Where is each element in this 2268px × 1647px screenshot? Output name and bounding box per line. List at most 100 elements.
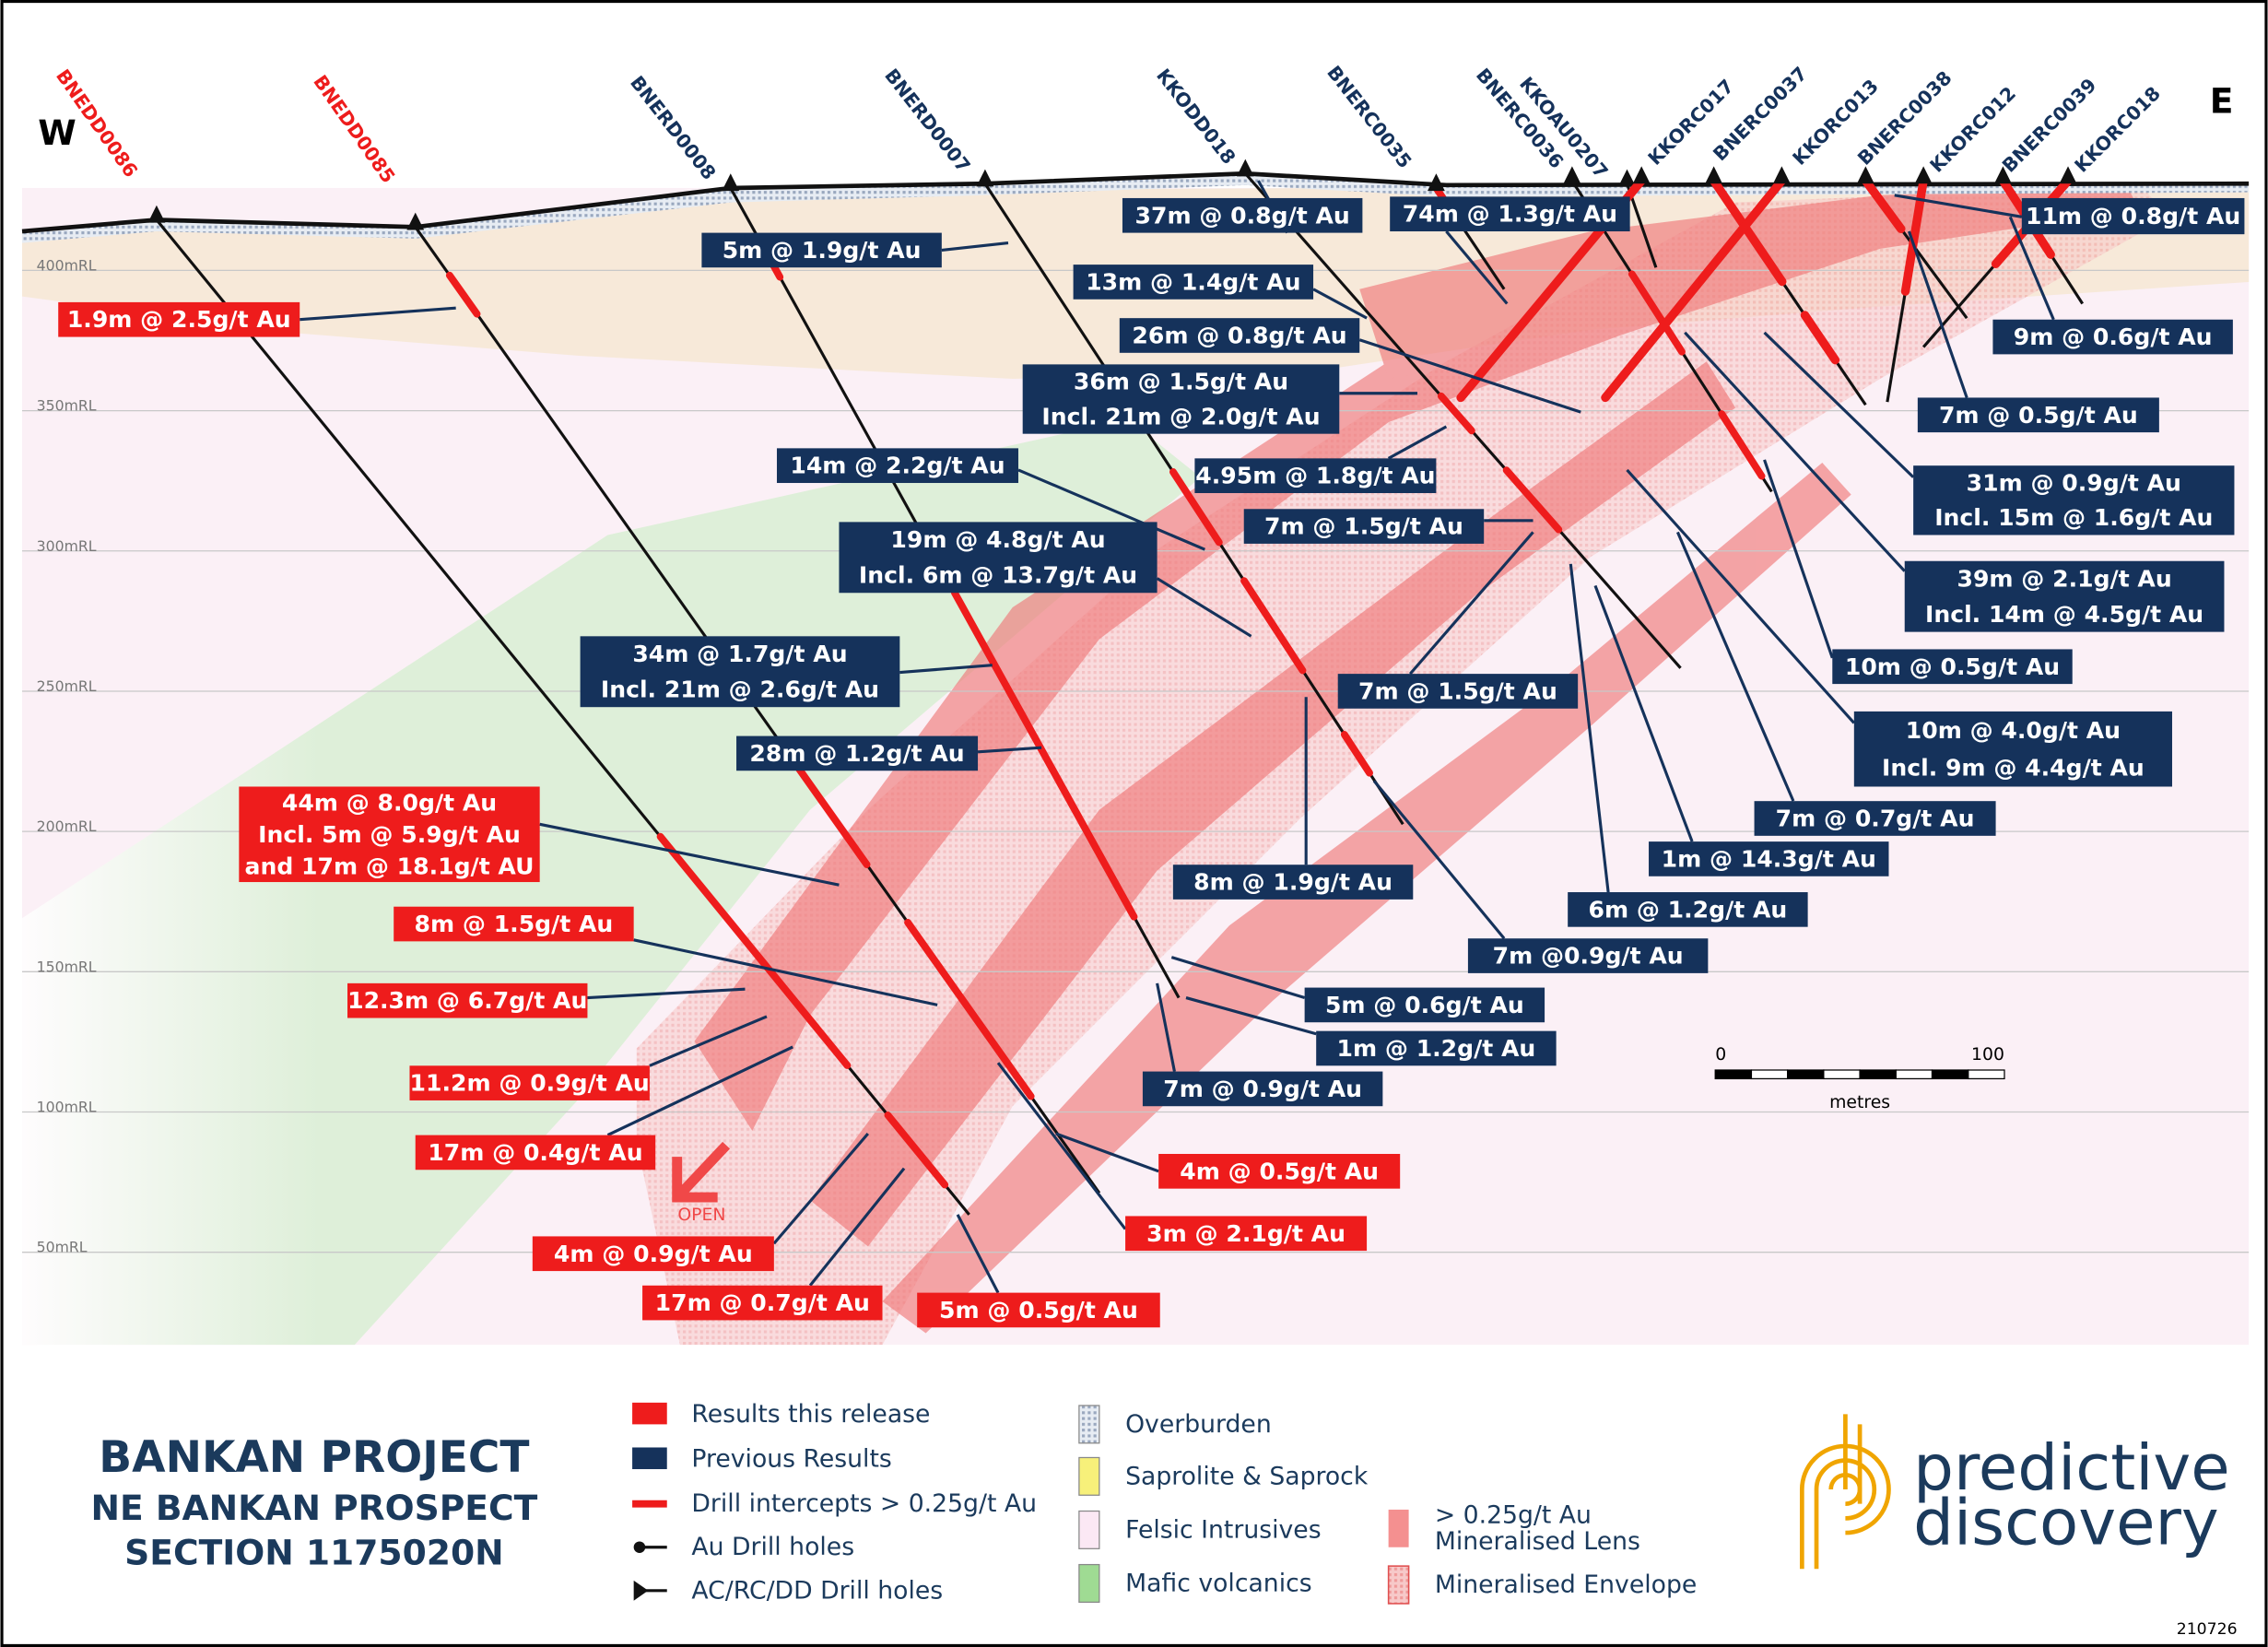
intercept-label: 1m @ 1.2g/t Au xyxy=(1316,1031,1556,1066)
scale-end: 100 xyxy=(1971,1045,2004,1065)
scale-segment xyxy=(1896,1070,1932,1078)
geology-swatch xyxy=(1079,1406,1099,1443)
label-text: 1m @ 14.3g/t Au xyxy=(1662,845,1876,872)
label-text: Incl. 9m @ 4.4g/t Au xyxy=(1882,755,2145,782)
intercept-label: 11.2m @ 0.9g/t Au xyxy=(409,1065,649,1100)
label-text: 17m @ 0.7g/t Au xyxy=(655,1289,870,1316)
intercept-label: 12.3m @ 6.7g/t Au xyxy=(347,983,587,1018)
legend-label: > 0.25g/t Au xyxy=(1435,1501,1592,1530)
intercept-label: 7m @ 0.9g/t Au xyxy=(1143,1072,1382,1107)
intercept-label: 19m @ 4.8g/t AuIncl. 6m @ 13.7g/t Au xyxy=(839,522,1157,593)
legend-label: Au Drill holes xyxy=(691,1533,854,1561)
label-text: 11.2m @ 0.9g/t Au xyxy=(410,1070,650,1097)
label-text: 11m @ 0.8g/t Au xyxy=(2026,203,2240,229)
intercept-label: 6m @ 1.2g/t Au xyxy=(1568,892,1807,927)
label-text: 8m @ 1.9g/t Au xyxy=(1193,869,1393,896)
label-text: Incl. 21m @ 2.6g/t Au xyxy=(601,676,879,702)
rl-label: 350mRL xyxy=(37,397,97,415)
logo-text: discovery xyxy=(1913,1487,2219,1560)
label-text: 34m @ 1.7g/t Au xyxy=(632,641,847,667)
rl-label: 400mRL xyxy=(37,256,97,274)
scale-segment xyxy=(1751,1070,1787,1078)
intercept-label: 26m @ 0.8g/t Au xyxy=(1120,318,1359,353)
swatch-previous xyxy=(632,1447,667,1469)
label-text: 7m @ 1.5g/t Au xyxy=(1264,513,1463,540)
intercept-label: 7m @ 1.5g/t Au xyxy=(1338,674,1578,709)
label-text: 4.95m @ 1.8g/t Au xyxy=(1195,463,1435,489)
legend-label: Drill intercepts > 0.25g/t Au xyxy=(691,1489,1037,1518)
label-text: 19m @ 4.8g/t Au xyxy=(890,526,1105,553)
label-text: 31m @ 0.9g/t Au xyxy=(1967,470,2181,497)
intercept-label: 44m @ 8.0g/t Au Incl. 5m @ 5.9g/t Au and 1… xyxy=(239,786,539,882)
intercept-label: 36m @ 1.5g/t Au Incl. 21m @ 2.0g/t Au xyxy=(1023,364,1340,433)
intercept-label: 7m @0.9g/t Au xyxy=(1468,938,1708,973)
label-text: and 17m @ 18.1g/t AU xyxy=(245,853,535,879)
legend-label: Felsic Intrusives xyxy=(1125,1515,1322,1544)
intercept-label: 10m @ 4.0g/t Au Incl. 9m @ 4.4g/t Au xyxy=(1854,712,2172,787)
rl-label: 300mRL xyxy=(37,537,97,555)
legend-label: Previous Results xyxy=(691,1445,891,1474)
intercept-label: 7m @ 1.5g/t Au xyxy=(1244,509,1484,544)
label-text: 36m @ 1.5g/t Au xyxy=(1074,369,1288,395)
section-diagram: 400mRL350mRL300mRL250mRL200mRL150mRL100m… xyxy=(0,0,2268,1647)
intercept-label: 5m @ 0.6g/t Au xyxy=(1305,988,1545,1023)
figure-id: 210726 xyxy=(2177,1620,2238,1639)
legend-label: Saprolite & Saprock xyxy=(1125,1462,1369,1490)
intercept-label: 4m @ 0.5g/t Au xyxy=(1158,1154,1400,1189)
legend-label: Results this release xyxy=(691,1400,930,1429)
label-text: 7m @ 0.9g/t Au xyxy=(1163,1076,1362,1102)
label-text: 26m @ 0.8g/t Au xyxy=(1132,322,1346,348)
label-text: Incl. 21m @ 2.0g/t Au xyxy=(1041,403,1320,429)
swatch-au-hole-dot xyxy=(634,1541,646,1553)
page: 400mRL350mRL300mRL250mRL200mRL150mRL100m… xyxy=(0,0,2268,1647)
label-text: 14m @ 2.2g/t Au xyxy=(790,453,1005,479)
mineral-swatch xyxy=(1389,1510,1409,1547)
label-text: 17m @ 0.4g/t Au xyxy=(428,1139,642,1166)
intercept-label: 1.9m @ 2.5g/t Au xyxy=(58,302,300,337)
scale-segment xyxy=(1824,1070,1860,1078)
intercept-label: 4m @ 0.9g/t Au xyxy=(533,1236,774,1271)
scale-start: 0 xyxy=(1715,1045,1726,1065)
label-text: 44m @ 8.0g/t Au xyxy=(282,789,497,816)
intercept-label: 28m @ 1.2g/t Au xyxy=(736,736,978,771)
compass-east: E xyxy=(2210,80,2234,121)
label-text: Incl. 5m @ 5.9g/t Au xyxy=(258,821,521,848)
label-text: 4m @ 0.5g/t Au xyxy=(1180,1158,1379,1184)
intercept-label: 17m @ 0.7g/t Au xyxy=(642,1286,882,1321)
label-text: 39m @ 2.1g/t Au xyxy=(1957,565,2171,592)
label-text: 13m @ 1.4g/t Au xyxy=(1086,268,1300,295)
intercept-label: 13m @ 1.4g/t Au xyxy=(1074,265,1313,300)
label-text: 1m @ 1.2g/t Au xyxy=(1337,1035,1536,1062)
open-label: OPEN xyxy=(677,1206,725,1225)
intercept-label: 1m @ 14.3g/t Au xyxy=(1649,841,1888,876)
label-text: 10m @ 0.5g/t Au xyxy=(1845,653,2060,680)
intercept-label: 37m @ 0.8g/t Au xyxy=(1122,198,1362,233)
label-text: 7m @ 0.7g/t Au xyxy=(1776,806,1975,832)
intercept-label: 8m @ 1.5g/t Au xyxy=(394,907,633,942)
intercept-label: 5m @ 0.5g/t Au xyxy=(917,1293,1160,1328)
mineral-swatch xyxy=(1389,1566,1409,1604)
label-text: 3m @ 2.1g/t Au xyxy=(1146,1220,1346,1247)
title-line: NE BANKAN PROSPECT xyxy=(91,1488,538,1528)
legend-label: AC/RC/DD Drill holes xyxy=(691,1576,943,1605)
label-text: 10m @ 4.0g/t Au xyxy=(1906,717,2121,744)
intercept-label: 17m @ 0.4g/t Au xyxy=(416,1135,655,1171)
swatch-this-release xyxy=(632,1403,667,1425)
legend-label: Mafic volcanics xyxy=(1125,1569,1312,1597)
scale-unit: metres xyxy=(1829,1093,1890,1112)
geology-swatch xyxy=(1079,1457,1099,1495)
label-text: 7m @ 1.5g/t Au xyxy=(1358,677,1557,704)
label-text: 37m @ 0.8g/t Au xyxy=(1135,202,1350,229)
intercept-label: 14m @ 2.2g/t Au xyxy=(777,448,1018,483)
label-text: 12.3m @ 6.7g/t Au xyxy=(347,987,587,1014)
scale-segment xyxy=(1968,1070,2004,1078)
label-text: 28m @ 1.2g/t Au xyxy=(749,740,964,767)
label-text: 1.9m @ 2.5g/t Au xyxy=(67,306,291,333)
compass-west: W xyxy=(38,112,76,153)
intercept-label: 74m @ 1.3g/t Au xyxy=(1390,196,1629,231)
intercept-label: 5m @ 1.9g/t Au xyxy=(701,233,941,268)
intercept-label: 3m @ 2.1g/t Au xyxy=(1125,1216,1367,1251)
intercept-label: 9m @ 0.6g/t Au xyxy=(1992,320,2232,355)
intercept-label: 8m @ 1.9g/t Au xyxy=(1173,865,1413,900)
title-line: SECTION 1175020N xyxy=(124,1533,504,1573)
